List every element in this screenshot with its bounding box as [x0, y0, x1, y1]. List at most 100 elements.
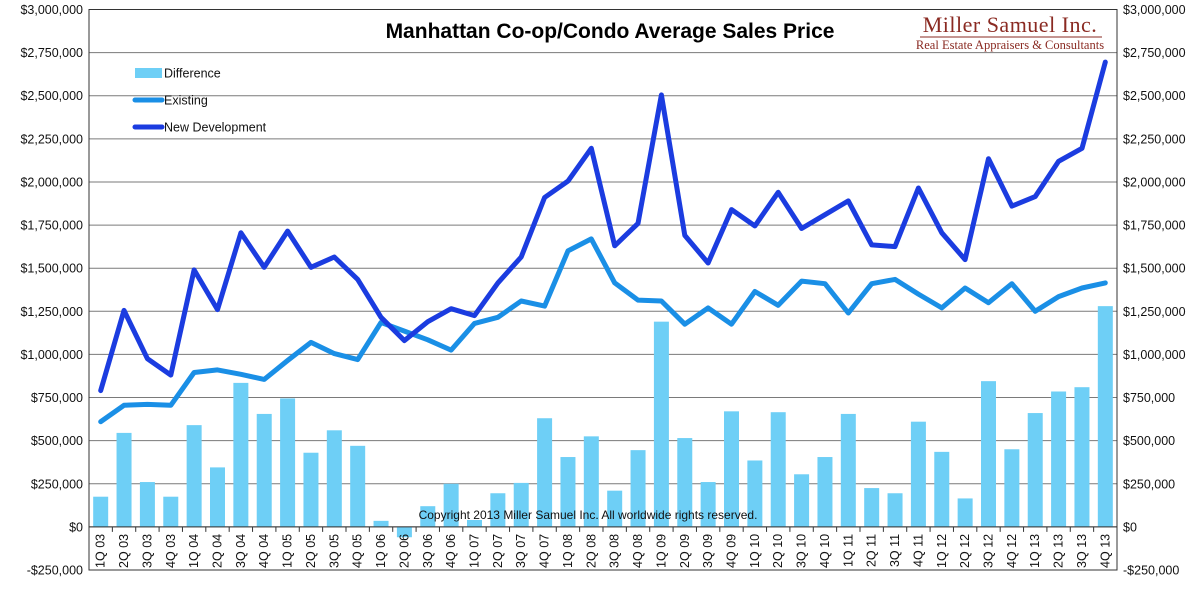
x-tick-label: 3Q 09 — [701, 534, 715, 568]
y-tick-label-right: $1,750,000 — [1123, 219, 1186, 233]
x-tick-label: 4Q 04 — [257, 534, 271, 568]
x-tick-label: 2Q 08 — [584, 534, 598, 568]
y-tick-label-left: $1,750,000 — [20, 219, 83, 233]
y-tick-label-left: $3,000,000 — [20, 3, 83, 17]
difference-bar — [770, 412, 786, 527]
y-tick-label-right: $750,000 — [1123, 391, 1175, 405]
x-tick-label: 3Q 05 — [327, 534, 341, 568]
y-tick-label-left: $2,250,000 — [20, 132, 83, 146]
x-tick-label: 2Q 09 — [678, 534, 692, 568]
y-tick-label-right: $3,000,000 — [1123, 3, 1186, 17]
y-tick-label-left: $2,000,000 — [20, 175, 83, 189]
difference-bar — [981, 381, 996, 527]
x-tick-label: 3Q 08 — [608, 534, 622, 568]
difference-bar — [794, 474, 810, 527]
difference-bar — [233, 382, 249, 527]
x-tick-label: 3Q 11 — [888, 534, 902, 567]
difference-bar — [1097, 306, 1113, 527]
x-tick-label: 4Q 05 — [351, 534, 365, 568]
difference-bar — [1004, 449, 1020, 527]
x-tick-label: 1Q 06 — [374, 534, 388, 568]
legend: Difference Existing New Development — [132, 67, 267, 135]
brand-tagline: Real Estate Appraisers & Consultants — [916, 38, 1104, 52]
difference-bar — [1074, 387, 1090, 527]
difference-bar — [467, 519, 482, 527]
y-tick-label-right: $1,250,000 — [1123, 305, 1186, 319]
copyright-notice: Copyright 2013 Miller Samuel Inc. All wo… — [419, 508, 758, 522]
difference-bar — [116, 432, 132, 527]
x-tick-label: 4Q 09 — [725, 534, 739, 568]
y-axis-right: -$250,000 $0 $250,000 $500,000 $750,000 $1,00… — [1123, 3, 1186, 578]
x-tick-label: 3Q 04 — [234, 534, 248, 568]
difference-bar — [326, 430, 342, 527]
difference-bar — [560, 457, 576, 527]
y-tick-label-left: $1,250,000 — [20, 305, 83, 319]
difference-bar — [396, 526, 412, 538]
x-tick-label: 3Q 06 — [421, 534, 435, 568]
difference-bar — [934, 451, 950, 527]
x-tick-label: 2Q 03 — [117, 534, 131, 568]
legend-label: Existing — [164, 94, 208, 108]
y-tick-label-left: $1,000,000 — [20, 348, 83, 362]
brand-logo: Miller Samuel Inc. Real Estate Appraiser… — [916, 12, 1104, 52]
x-tick-label: 1Q 03 — [94, 534, 108, 568]
y-tick-label-right: $2,000,000 — [1123, 175, 1186, 189]
x-tick-label: 4Q 11 — [911, 534, 925, 567]
difference-bar — [186, 425, 202, 527]
x-tick-label: 1Q 08 — [561, 534, 575, 568]
difference-bar — [747, 460, 763, 527]
y-tick-label-right: -$250,000 — [1123, 564, 1179, 578]
x-tick-label: 2Q 10 — [771, 534, 785, 568]
x-tick-label: 3Q 03 — [140, 534, 154, 568]
y-tick-label-left: $500,000 — [31, 434, 83, 448]
difference-bar — [957, 498, 973, 527]
x-tick-label: 4Q 13 — [1098, 534, 1112, 568]
x-tick-label: 4Q 07 — [538, 534, 552, 568]
x-tick-label: 4Q 08 — [631, 534, 645, 568]
difference-bar — [350, 445, 366, 527]
x-tick-label: 3Q 10 — [795, 534, 809, 568]
x-tick-label: 1Q 04 — [187, 534, 201, 568]
legend-label: Difference — [164, 67, 221, 81]
y-tick-label-right: $2,750,000 — [1123, 46, 1186, 60]
x-axis: 1Q 03 2Q 03 3Q 03 4Q 03 1Q 04 2Q 04 3Q 04 4Q 04… — [88, 526, 1118, 568]
difference-bar — [910, 421, 926, 527]
x-tick-label: 2Q 06 — [397, 534, 411, 568]
x-tick-label: 3Q 07 — [514, 534, 528, 568]
x-tick-label: 1Q 05 — [281, 534, 295, 568]
y-tick-label-right: $1,000,000 — [1123, 348, 1186, 362]
x-tick-label: 1Q 12 — [935, 534, 949, 568]
y-tick-label-right: $1,500,000 — [1123, 262, 1186, 276]
difference-bar — [443, 483, 459, 527]
series-lines — [98, 59, 1108, 425]
y-tick-label-left: -$250,000 — [27, 564, 83, 578]
legend-swatch-difference — [135, 68, 162, 78]
y-tick-label-left: $2,750,000 — [20, 46, 83, 60]
y-tick-label-left: $0 — [69, 520, 83, 534]
y-tick-label-left: $750,000 — [31, 391, 83, 405]
x-tick-label: 2Q 13 — [1052, 534, 1066, 568]
x-tick-label: 2Q 07 — [491, 534, 505, 568]
difference-bar — [210, 467, 225, 527]
difference-bar — [1051, 391, 1067, 527]
new-development-line — [98, 59, 1108, 394]
y-tick-label-right: $500,000 — [1123, 434, 1175, 448]
x-tick-label: 2Q 04 — [211, 534, 225, 568]
difference-bar — [537, 418, 553, 527]
y-tick-label-left: $2,500,000 — [20, 89, 83, 103]
difference-bar — [653, 321, 669, 527]
difference-bar — [630, 450, 646, 527]
x-tick-label: 1Q 10 — [748, 534, 762, 568]
legend-label: New Development — [164, 121, 267, 135]
y-tick-label-right: $2,500,000 — [1123, 89, 1186, 103]
chart-title: Manhattan Co-op/Condo Average Sales Pric… — [386, 20, 835, 43]
difference-bar — [280, 398, 296, 527]
y-tick-label-right: $250,000 — [1123, 477, 1175, 491]
x-tick-label: 4Q 06 — [444, 534, 458, 568]
difference-bar — [93, 496, 109, 527]
difference-bar — [607, 490, 623, 527]
difference-bar — [887, 493, 903, 527]
difference-bar — [256, 413, 272, 527]
brand-name: Miller Samuel Inc. — [923, 12, 1098, 37]
y-tick-label-left: $1,500,000 — [20, 262, 83, 276]
